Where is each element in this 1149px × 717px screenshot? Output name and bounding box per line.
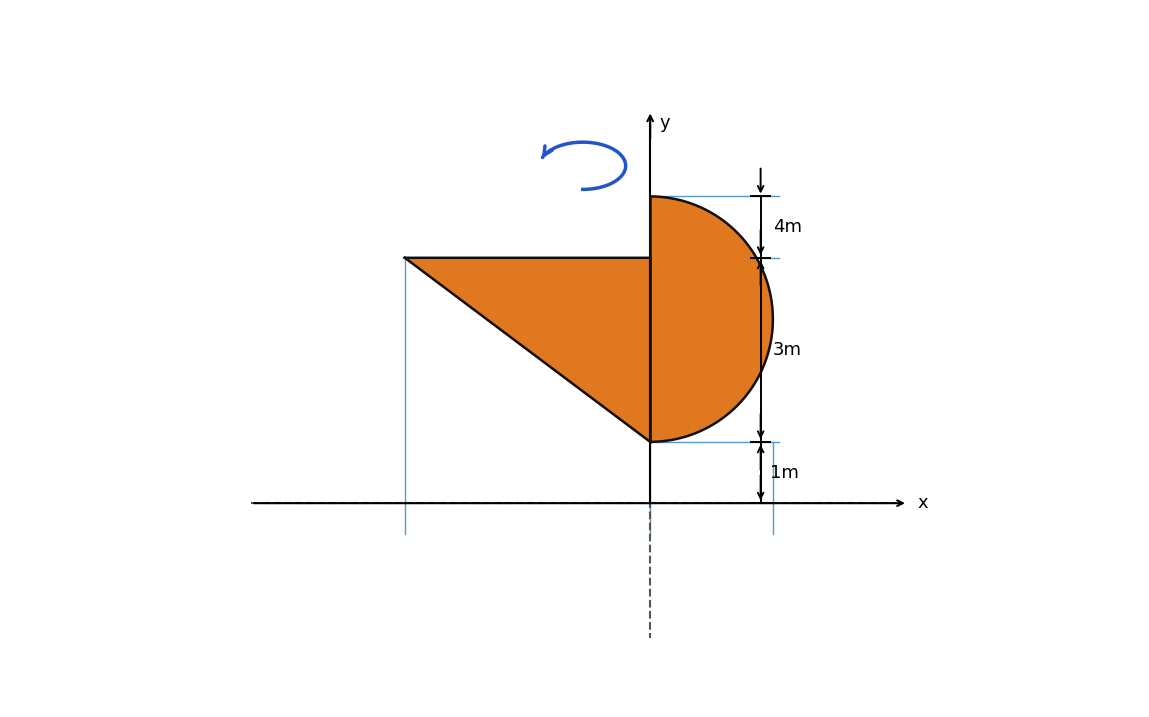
Text: x: x [917,494,927,512]
Text: 4m: 4m [773,218,802,236]
Polygon shape [404,258,650,442]
Text: 3m: 3m [773,341,802,358]
Polygon shape [650,196,773,442]
Text: y: y [660,113,670,132]
Text: 1m: 1m [770,463,799,482]
